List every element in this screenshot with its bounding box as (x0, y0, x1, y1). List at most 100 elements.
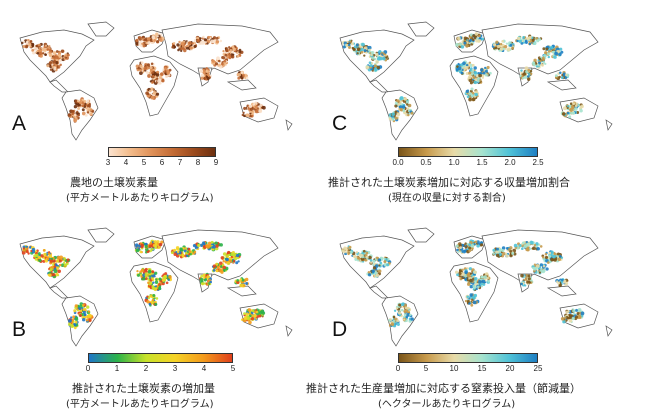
cropland-cell (571, 316, 575, 321)
cropland-cell (531, 38, 535, 42)
cropland-cell (503, 44, 508, 49)
cropland-cell (151, 278, 154, 281)
cropland-cell (210, 39, 215, 44)
cropland-cell (567, 105, 570, 108)
cropland-cell (255, 317, 258, 320)
cropland-cell (255, 310, 259, 314)
cropland-cell (363, 46, 368, 51)
cropland-cell (405, 100, 409, 104)
cropland-cell (544, 62, 547, 66)
cropland-cell (360, 47, 364, 52)
cropland-cell (222, 259, 225, 263)
cropland-cell (480, 243, 484, 247)
cropland-cell (200, 73, 204, 77)
cropland-cell (470, 303, 474, 307)
cropland-cell (84, 315, 88, 319)
cropland-cell (254, 109, 259, 114)
cropland-cell (86, 102, 90, 105)
cropland-cell (506, 47, 511, 52)
colorbar-tick-label: 1.5 (476, 158, 488, 167)
cropland-cell (367, 48, 370, 52)
cropland-cell (357, 256, 361, 260)
cropland-cell (245, 113, 249, 117)
landmass-1 (87, 227, 115, 243)
cropland-cell (60, 49, 65, 54)
cropland-cell (572, 309, 576, 313)
cropland-cell (222, 49, 225, 53)
cropland-cell (496, 44, 501, 49)
panel-letter: C (332, 112, 348, 135)
cropland-cell (497, 47, 500, 50)
cropland-cell (460, 71, 464, 75)
colorbar-tick-label: 3 (172, 364, 178, 373)
colorbar-tick-label: 20 (505, 364, 515, 373)
cropland-cell (359, 253, 363, 258)
cropland-cell (22, 247, 25, 250)
cropland-cell (469, 278, 473, 283)
cropland-cell (243, 114, 246, 118)
cropland-cell (474, 240, 478, 244)
cropland-cell (565, 310, 569, 314)
cropland-cell (228, 56, 232, 60)
cropland-cell (344, 247, 349, 251)
cropland-cell (206, 275, 210, 279)
cropland-cell (539, 245, 543, 248)
cropland-cell (476, 77, 480, 81)
cropland-cell (176, 43, 180, 47)
cropland-cell (364, 259, 368, 262)
cropland-cell (38, 258, 42, 263)
cropland-cell (147, 74, 151, 78)
cropland-cell (205, 69, 209, 73)
cropland-cell (378, 269, 382, 273)
world-map-yield-increase (339, 21, 613, 141)
cropland-cell (468, 92, 472, 96)
cropland-cell (249, 107, 254, 112)
cropland-cell (43, 252, 47, 257)
cropland-cell (193, 250, 197, 254)
cropland-cell (202, 35, 205, 39)
cropland-cell (458, 271, 462, 276)
cropland-cell (42, 249, 46, 252)
cropland-cell (527, 77, 531, 81)
cropland-cell (56, 266, 60, 270)
cropland-cell (215, 269, 219, 273)
cropland-cell (63, 257, 66, 261)
cropland-cell (21, 41, 24, 45)
world-map-nitrogen-savings (339, 227, 613, 347)
cropland-cell (183, 48, 187, 53)
cropland-cell (476, 285, 480, 289)
cropland-cell (139, 71, 143, 75)
panel-letter: D (332, 318, 348, 341)
cropland-cell (70, 324, 75, 328)
cropland-cell (369, 259, 373, 262)
cropland-cell (355, 43, 359, 47)
colorbar-ticks: 3 4 5 6 7 8 9 (106, 158, 218, 170)
cropland-cell (478, 279, 482, 284)
landmass-1 (87, 21, 115, 37)
cropland-cell (505, 254, 509, 258)
cropland-cell (542, 269, 546, 273)
cropland-cell (144, 247, 149, 252)
cropland-cell (383, 260, 387, 264)
cropland-cell (401, 302, 405, 306)
cropland-cell (564, 283, 567, 286)
cropland-cell (466, 273, 470, 277)
cropland-cell (465, 63, 469, 67)
landmass-3 (61, 295, 99, 347)
cropland-cell (476, 79, 480, 83)
cropland-cell (140, 268, 144, 272)
cropland-cell (73, 309, 77, 313)
cropland-cell (402, 109, 406, 113)
cropland-cell (67, 113, 72, 117)
cropland-cell (457, 66, 462, 71)
cropland-cell (369, 261, 373, 264)
cropland-cell (72, 315, 76, 319)
cropland-cell (527, 274, 531, 278)
cropland-cell (564, 316, 567, 319)
cropland-cell (347, 43, 351, 47)
cropland-cell (151, 286, 156, 290)
cropland-cell (206, 283, 209, 286)
cropland-cell (149, 89, 152, 93)
cropland-cell (522, 35, 525, 39)
cropland-cell (372, 259, 376, 263)
